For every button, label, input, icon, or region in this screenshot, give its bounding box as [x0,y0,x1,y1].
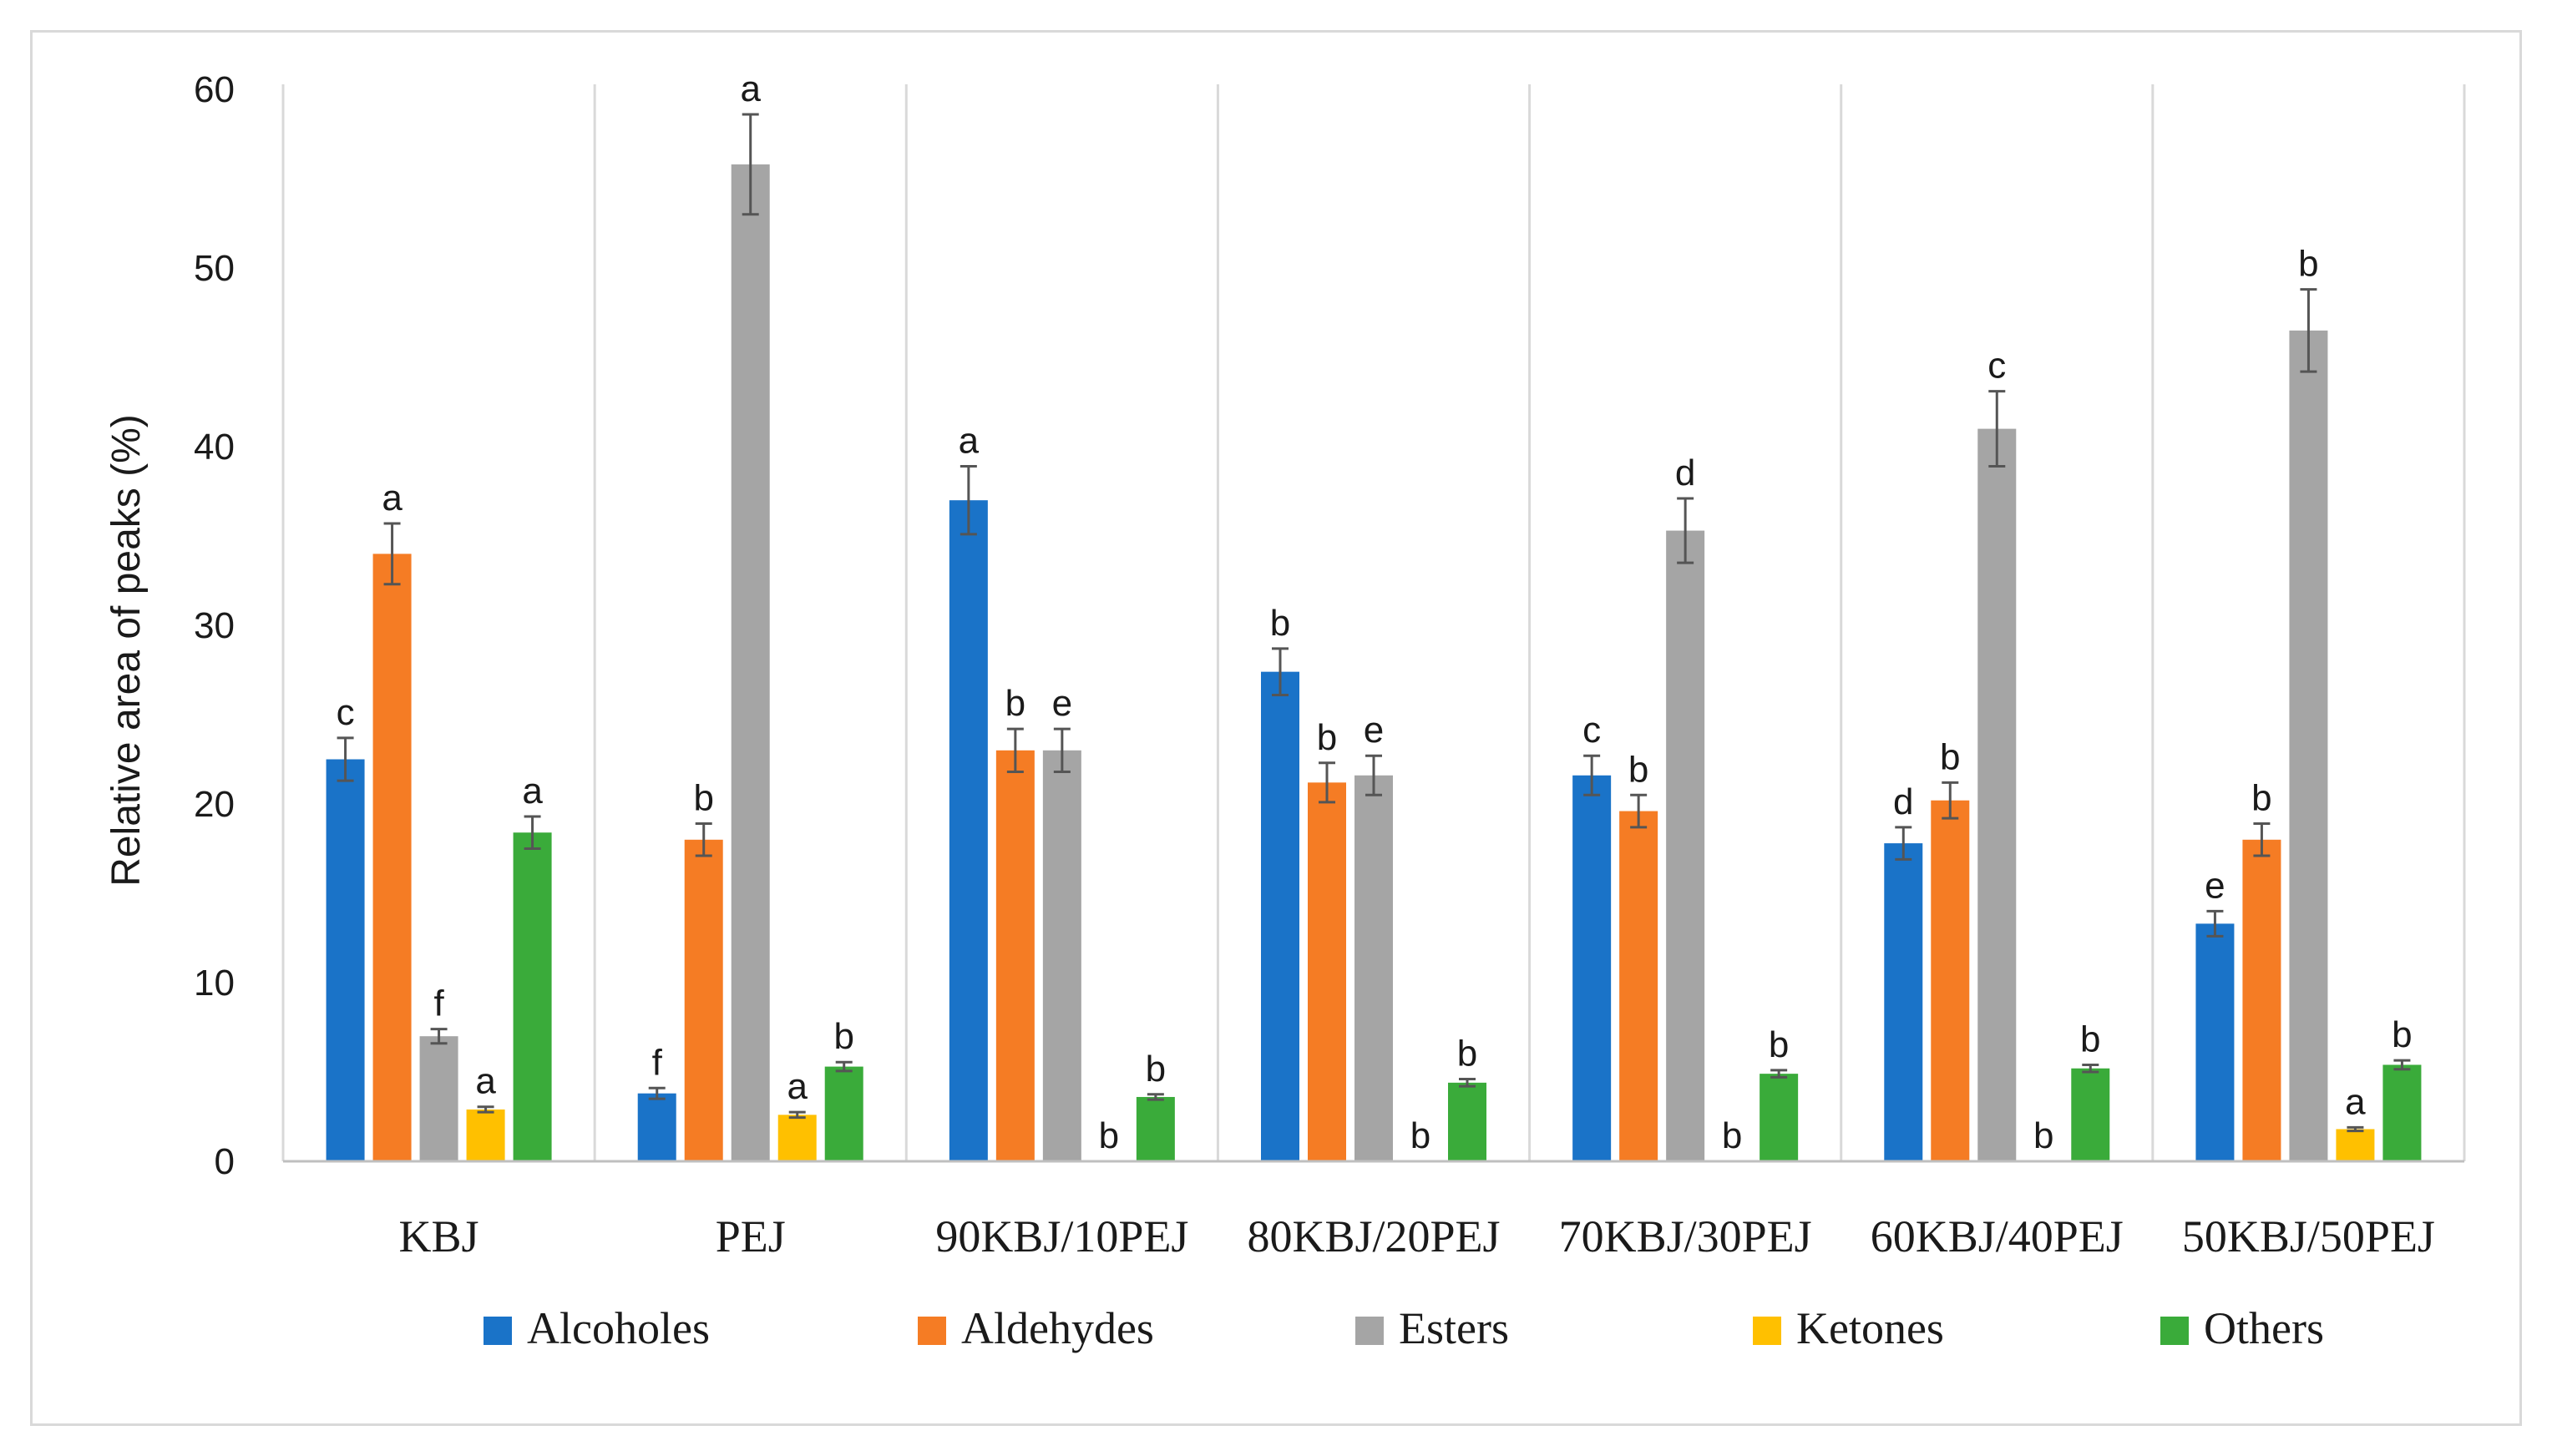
significance-letter: b [693,778,713,819]
x-category-label: 80KBJ/20PEJ [1247,1211,1500,1261]
x-category-label: 50KBJ/50PEJ [2182,1211,2435,1261]
x-category-label: 90KBJ/10PEJ [935,1211,1188,1261]
significance-letter: f [652,1042,663,1083]
bar-aldehydes [684,839,723,1161]
bar-others [513,832,552,1161]
legend-label-aldehydes: Aldehydes [961,1303,1154,1353]
significance-letter: a [787,1066,808,1107]
significance-letter: b [2251,778,2271,819]
bar-esters [2289,330,2328,1161]
significance-letter: b [1722,1115,1742,1156]
significance-letter: c [337,692,355,733]
legend-label-esters: Esters [1399,1303,1509,1353]
legend: Alcoholes Aldehydes Esters Ketones Others [484,1303,2324,1353]
bar-ketones [466,1109,505,1161]
significance-letter: b [1940,736,1960,777]
significance-letter: b [1005,683,1025,724]
significance-letter: b [1270,603,1290,644]
significance-letter: e [1052,683,1072,724]
y-tick-label: 0 [215,1141,235,1182]
y-tick-label: 40 [194,427,235,468]
axis-layer: 0 10 20 30 40 50 60 KBJ PEJ 90KBJ/10PEJ 80KBJ/20PE… [194,69,2464,1261]
legend-swatch-ketones [1753,1317,1781,1345]
significance-letter: a [382,478,403,518]
significance-letter: c [1987,346,2006,387]
bar-others [1760,1074,1799,1161]
bar-esters [1354,775,1393,1161]
bar-others [2382,1064,2422,1161]
bar-esters [1977,428,2017,1161]
bar-alcoholes [949,500,988,1161]
significance-letter: b [1410,1115,1430,1156]
significance-letter: b [833,1016,853,1057]
legend-label-alcoholes: Alcoholes [527,1303,710,1353]
significance-letter: b [1457,1034,1477,1074]
bar-esters [419,1036,458,1161]
y-tick-label: 60 [194,69,235,110]
significance-letter: b [1628,749,1648,790]
bar-aldehydes [1308,782,1346,1161]
legend-swatch-esters [1355,1317,1384,1345]
significance-letter: b [1146,1049,1166,1089]
significance-letter: a [740,68,761,109]
significance-letter: a [475,1061,496,1102]
bar-others [2071,1068,2110,1161]
bar-others [1448,1082,1486,1161]
x-category-label: 70KBJ/30PEJ [1559,1211,1812,1261]
bar-ketones [2336,1129,2375,1161]
bar-esters [1042,750,1081,1161]
y-axis-title: Relative area of peaks (%) [104,414,149,887]
bar-ketones [777,1115,817,1161]
significance-letter: b [1099,1115,1119,1156]
bar-others [1136,1096,1175,1161]
legend-swatch-others [2160,1317,2189,1345]
bar-alcoholes [1884,843,1923,1161]
x-category-label: KBJ [399,1211,479,1261]
bar-alcoholes [1572,775,1612,1161]
bar-aldehydes [2242,839,2281,1161]
significance-letter: b [1769,1024,1789,1065]
legend-label-others: Others [2204,1303,2324,1353]
bar-aldehydes [1619,811,1658,1161]
bar-alcoholes [2195,923,2235,1161]
bar-aldehydes [1931,800,1970,1161]
legend-label-ketones: Ketones [1796,1303,1944,1353]
significance-letter: b [2080,1019,2100,1059]
significance-letter: f [433,983,444,1024]
x-category-label: 60KBJ/40PEJ [1871,1211,2124,1261]
bar-alcoholes [637,1093,676,1161]
significance-letter: b [2033,1115,2053,1156]
y-tick-label: 10 [194,963,235,1004]
bar-others [824,1066,863,1161]
significance-letter: a [959,421,980,462]
significance-letter: b [1317,717,1337,758]
bar-alcoholes [1261,671,1299,1161]
significance-letter: d [1893,781,1913,822]
bar-esters [731,164,770,1161]
error-bars-layer [337,113,2411,1133]
bar-aldehydes [372,554,412,1161]
y-tick-label: 20 [194,784,235,825]
grid-layer [281,84,2466,1161]
y-tick-label: 30 [194,605,235,646]
significance-letter: d [1675,452,1695,493]
legend-swatch-alcoholes [484,1317,512,1345]
significance-letter: b [2298,244,2318,285]
significance-letter: e [2205,865,2225,906]
bar-esters [1666,530,1705,1161]
significance-letter: a [522,771,543,811]
significance-letter: c [1582,710,1601,751]
significance-letter: e [1364,710,1384,751]
significance-letter: a [2345,1081,2366,1122]
x-category-label: PEJ [716,1211,786,1261]
bar-alcoholes [326,759,365,1161]
legend-swatch-aldehydes [918,1317,946,1345]
y-tick-label: 50 [194,248,235,289]
bars-layer [326,164,2422,1161]
significance-letter: b [2392,1014,2412,1055]
bar-aldehydes [995,750,1035,1161]
